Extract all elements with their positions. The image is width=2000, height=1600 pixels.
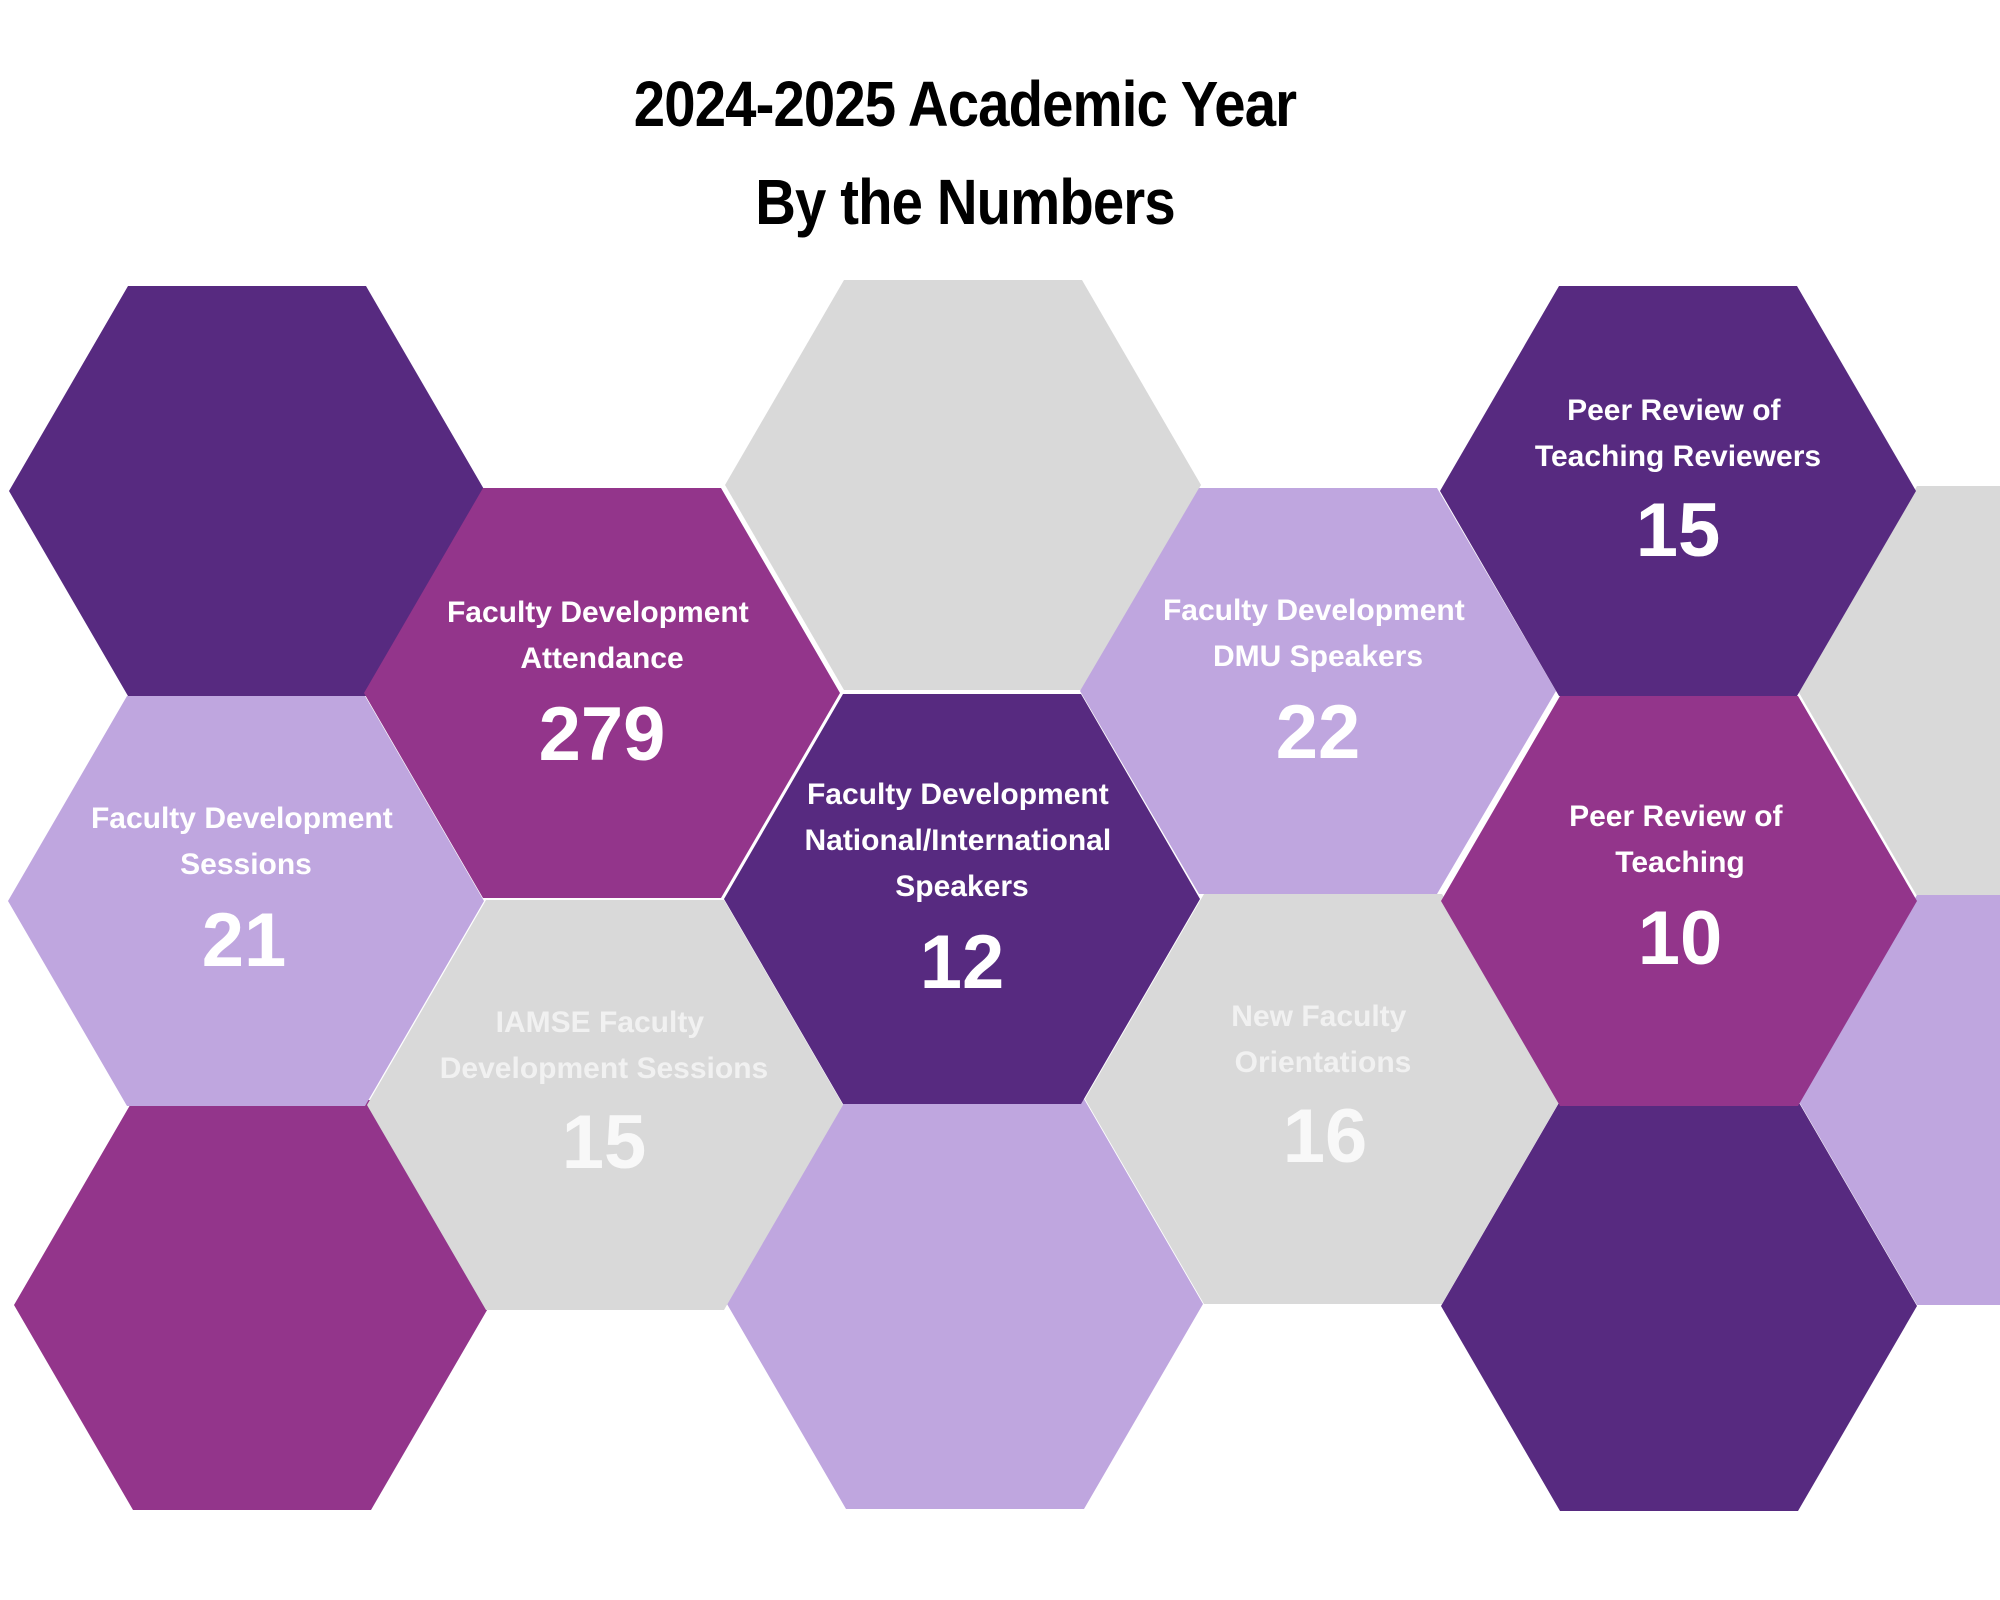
stat-label-line: Faculty Development: [807, 778, 1109, 811]
hexagon-shape: [1080, 488, 1556, 894]
stat-label-line: Faculty Development: [1163, 594, 1465, 627]
stat-label: Faculty Development Attendance: [447, 596, 757, 675]
stat-label: Faculty Development DMU Speakers: [1163, 594, 1473, 673]
stat-label: Faculty Development National/Internation…: [804, 778, 1119, 903]
stat-value: 12: [920, 920, 1005, 1005]
stat-label-line: Teaching: [1615, 846, 1744, 879]
hexagon-decorative: [1441, 1101, 1917, 1511]
stat-label: Faculty Development Sessions: [91, 802, 401, 881]
stat-label: IAMSE Faculty Development Sessions: [440, 1006, 768, 1085]
hexagon-shape: [724, 694, 1200, 1104]
stat-value: 22: [1276, 690, 1361, 775]
stat-label: Peer Review of Teaching: [1569, 800, 1791, 879]
stat-label-line: IAMSE Faculty: [496, 1006, 705, 1039]
stat-label-line: Faculty Development: [91, 802, 393, 835]
hexagon-decorative: [14, 1100, 490, 1510]
stat-label: Peer Review of Teaching Reviewers: [1535, 394, 1821, 473]
stat-hexagon-dmu-speakers: Faculty Development DMU Speakers 22: [1080, 488, 1556, 894]
hexagon-decorative: [1798, 895, 2000, 1305]
hexagon-shape: [1440, 286, 1916, 696]
stat-label-line: Peer Review of: [1569, 800, 1783, 833]
stat-label: New Faculty Orientations: [1231, 1000, 1414, 1079]
stat-hexagon-national-speakers: Faculty Development National/Internation…: [724, 694, 1200, 1104]
stat-label-line: Peer Review of: [1567, 394, 1781, 427]
stat-hexagon-iamse-sessions: IAMSE Faculty Development Sessions 15: [367, 900, 843, 1310]
hexagon-shape: [1441, 696, 1917, 1106]
stat-hexagon-new-faculty: New Faculty Orientations 16: [1085, 894, 1561, 1304]
hexagon-shape: [364, 488, 840, 898]
stat-hexagon-sessions: Faculty Development Sessions 21: [8, 696, 484, 1106]
stat-label-line: Development Sessions: [440, 1052, 768, 1085]
stat-label-line: Attendance: [520, 642, 683, 675]
hexagon-decorative: [1798, 486, 2000, 896]
stat-label-line: Orientations: [1235, 1046, 1412, 1079]
hexagon-decorative: [9, 286, 485, 696]
stat-label-line: Teaching Reviewers: [1535, 440, 1821, 473]
stat-label-line: Speakers: [895, 870, 1028, 903]
title-line-2: By the Numbers: [755, 166, 1175, 238]
stat-label-line: Faculty Development: [447, 596, 749, 629]
page-title: 2024-2025 Academic Year By the Numbers: [0, 55, 1930, 251]
stat-value: 10: [1638, 896, 1723, 981]
stat-label-line: National/International: [804, 824, 1111, 857]
hexagon-shape: [8, 696, 484, 1106]
stat-value: 16: [1283, 1094, 1368, 1179]
stat-hexagon-peer-review: Peer Review of Teaching 10: [1441, 696, 1917, 1106]
hexagon-decorative: [725, 280, 1201, 690]
stat-label-line: New Faculty: [1231, 1000, 1406, 1033]
stat-value: 15: [562, 1100, 647, 1185]
stat-value: 279: [539, 692, 666, 777]
stat-label-line: Sessions: [180, 848, 312, 881]
stat-hexagon-attendance: Faculty Development Attendance 279: [364, 488, 840, 898]
stat-value: 15: [1636, 488, 1721, 573]
hexagon-decorative: [727, 1099, 1203, 1509]
stat-hexagon-peer-review-reviewers: Peer Review of Teaching Reviewers 15: [1440, 286, 1916, 696]
stat-label-line: DMU Speakers: [1213, 640, 1423, 673]
title-line-1: 2024-2025 Academic Year: [633, 68, 1297, 140]
stat-value: 21: [202, 898, 287, 983]
hexagon-shape: [367, 900, 843, 1310]
hexagon-shape: [1085, 894, 1561, 1304]
